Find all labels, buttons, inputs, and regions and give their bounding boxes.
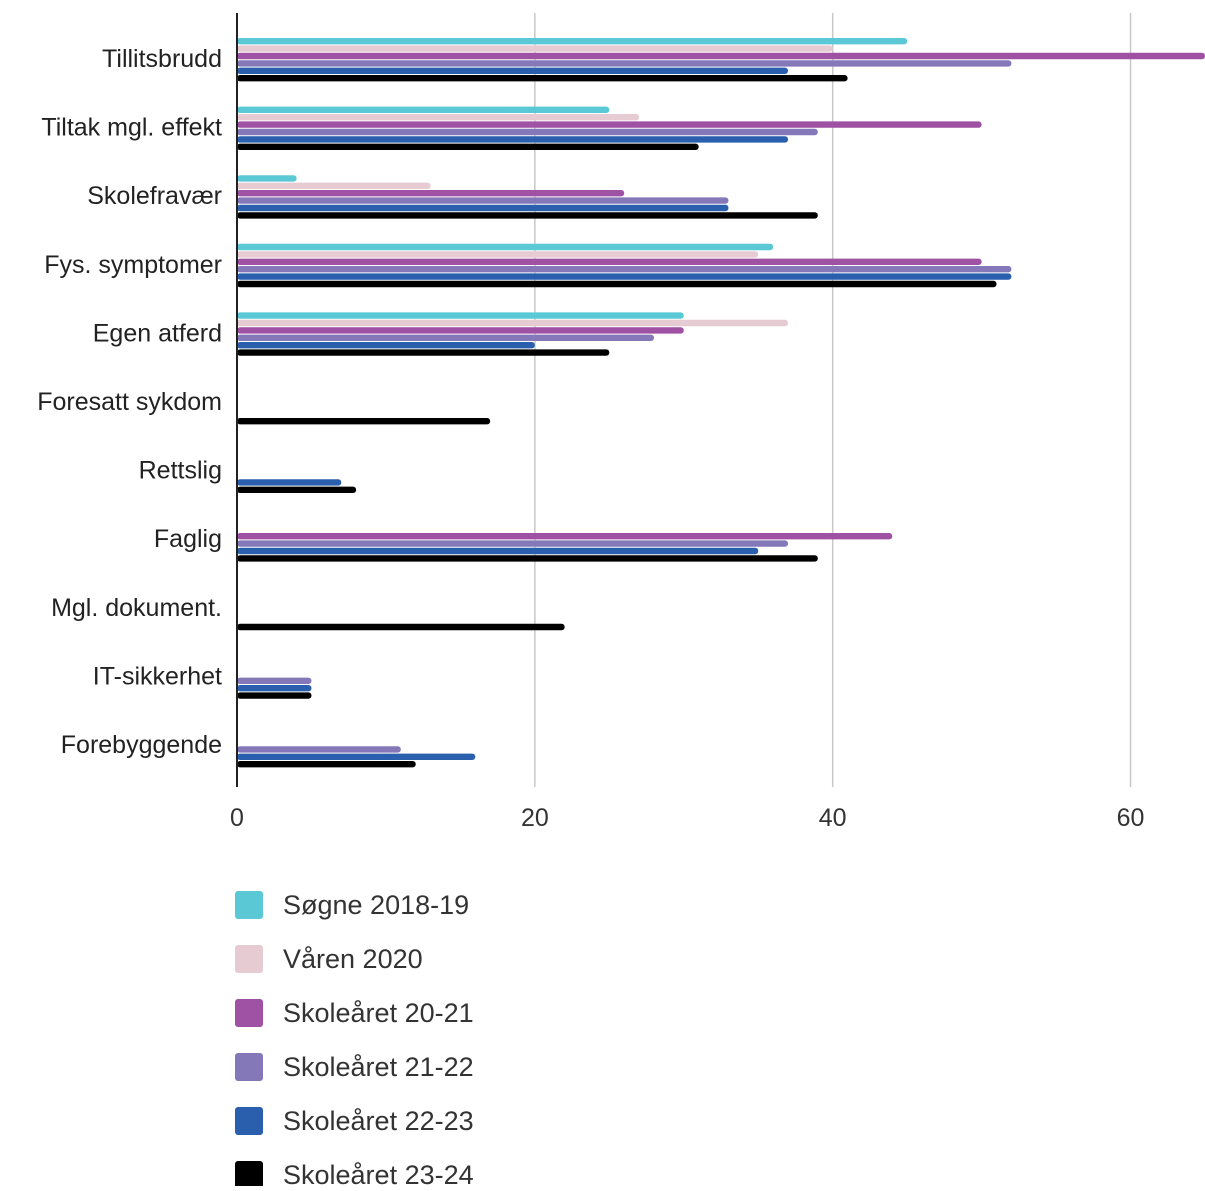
bar (237, 692, 312, 699)
legend-swatch (235, 891, 263, 919)
bar (237, 327, 684, 334)
category-label: Foresatt sykdom (37, 388, 222, 416)
bar (237, 266, 1012, 273)
bar (237, 746, 401, 753)
bar (237, 190, 625, 197)
legend-swatch (235, 1107, 263, 1135)
legend-label: Søgne 2018-19 (283, 890, 469, 920)
bar (237, 182, 431, 189)
x-tick-label: 40 (819, 804, 847, 832)
bar (237, 349, 610, 356)
bar (237, 273, 1012, 280)
bar (237, 67, 789, 74)
bar (237, 258, 982, 265)
bar (237, 312, 684, 319)
bar (237, 38, 908, 45)
bar (237, 677, 312, 684)
bar (237, 685, 312, 692)
category-label: Mgl. dokument. (51, 594, 222, 622)
legend-swatch (235, 1161, 263, 1189)
bar (237, 75, 848, 82)
bar (237, 334, 654, 341)
legend-label: Våren 2020 (283, 944, 423, 974)
bar (237, 280, 997, 288)
category-label: IT-sikkerhet (93, 662, 222, 690)
legend-swatch (235, 999, 263, 1027)
legend-label: Skoleåret 22-23 (283, 1106, 474, 1136)
bar (237, 114, 640, 121)
bar (237, 623, 565, 631)
bar (237, 212, 818, 219)
bar (237, 342, 535, 349)
legend-label: Skoleåret 23-24 (283, 1160, 474, 1186)
legend-label: Skoleåret 21-22 (283, 1052, 474, 1082)
bar (237, 319, 789, 327)
bar (237, 128, 818, 136)
legend-swatch (235, 945, 263, 973)
bar (237, 540, 789, 547)
x-tick-label: 60 (1117, 804, 1145, 832)
category-label: Skolefravær (87, 182, 222, 210)
bar (237, 547, 759, 555)
bar (237, 555, 818, 562)
bar (237, 243, 774, 251)
bar (237, 143, 699, 150)
category-label: Faglig (154, 525, 222, 553)
bar (237, 761, 416, 768)
category-label: Tillitsbrudd (102, 45, 222, 73)
bar (237, 175, 297, 182)
x-tick-label: 0 (230, 804, 244, 832)
category-label: Tiltak mgl. effekt (41, 114, 222, 142)
bar (237, 251, 759, 258)
category-label: Egen atferd (93, 319, 222, 347)
legend-swatch (235, 1053, 263, 1081)
bar (237, 753, 476, 760)
category-label: Forebyggende (61, 731, 222, 759)
x-tick-label: 20 (521, 804, 549, 832)
bar (237, 479, 342, 486)
bar (237, 418, 491, 425)
bar (237, 45, 833, 52)
bar (237, 60, 1012, 67)
bar (237, 136, 789, 143)
bar (237, 533, 893, 540)
bar (237, 204, 729, 212)
category-label: Fys. symptomer (44, 251, 222, 279)
bar (237, 52, 1205, 60)
bar (237, 486, 357, 493)
category-label: Rettslig (139, 457, 222, 485)
bar (237, 197, 729, 204)
bar (237, 106, 610, 113)
legend-label: Skoleåret 20-21 (283, 998, 474, 1028)
bar (237, 121, 982, 128)
